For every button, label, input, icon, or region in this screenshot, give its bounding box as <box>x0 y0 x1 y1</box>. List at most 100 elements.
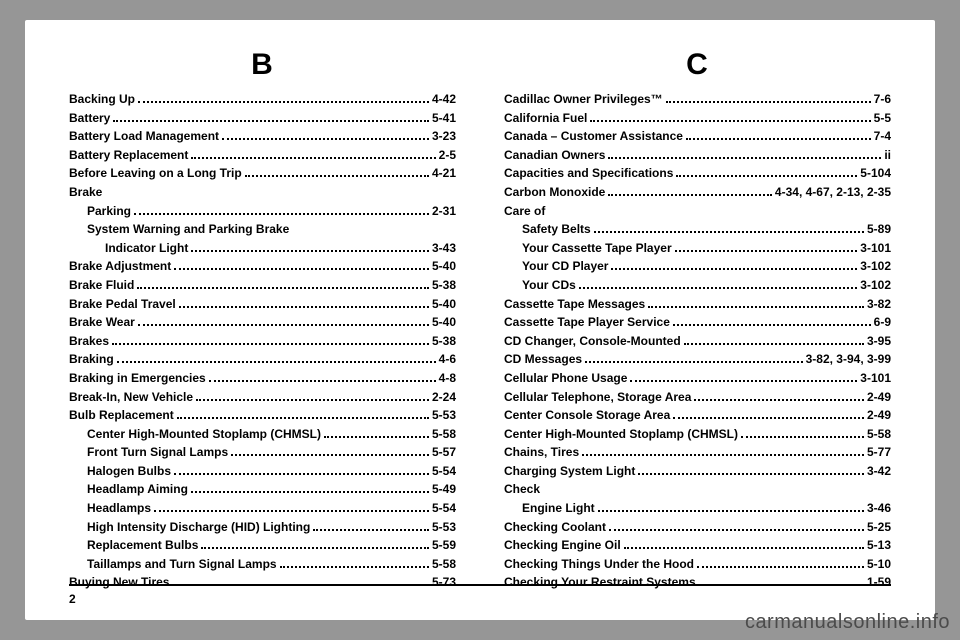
index-entry-page: 5-54 <box>432 499 456 518</box>
index-entry: Brake Wear5-40 <box>69 313 456 332</box>
leader-dots <box>675 245 858 252</box>
index-entry: Your CD Player3-102 <box>504 257 891 276</box>
index-entry-page: 5-40 <box>432 257 456 276</box>
index-entry-page: 5-57 <box>432 443 456 462</box>
index-entry: Checking Engine Oil5-13 <box>504 536 891 555</box>
leader-dots <box>673 413 864 420</box>
index-entry: Charging System Light 3-42 <box>504 462 891 481</box>
index-entry-label: CD Messages <box>504 350 582 369</box>
index-entry-page: 5-77 <box>867 443 891 462</box>
index-entry-label: Battery Load Management <box>69 127 219 146</box>
index-entry-label: Backing Up <box>69 90 135 109</box>
index-entry: Carbon Monoxide4-34, 4-67, 2-13, 2-35 <box>504 183 891 202</box>
index-entry-page: 3-102 <box>860 276 891 295</box>
index-entry: Parking2-31 <box>69 202 456 221</box>
index-entry-label: Cassette Tape Player Service <box>504 313 670 332</box>
index-entry-label: Checking Coolant <box>504 518 606 537</box>
index-entry: Brake Adjustment5-40 <box>69 257 456 276</box>
watermark: carmanualsonline.info <box>745 611 950 634</box>
index-entry-page: 5-58 <box>867 425 891 444</box>
index-entry-label: Center High-Mounted Stoplamp (CHMSL) <box>87 425 321 444</box>
leader-dots <box>684 338 864 345</box>
index-entry-label: Checking Things Under the Hood <box>504 555 694 574</box>
leader-dots <box>177 413 429 420</box>
entries-b: Backing Up4-42Battery5-41Battery Load Ma… <box>69 90 456 592</box>
leader-dots <box>630 375 857 382</box>
index-entry-label: Charging System Light <box>504 462 635 481</box>
index-entry: Indicator Light 3-43 <box>69 239 456 258</box>
leader-dots <box>313 524 429 531</box>
index-entry-label: Brake Fluid <box>69 276 134 295</box>
index-entry-page: 3-101 <box>860 239 891 258</box>
leader-dots <box>648 301 864 308</box>
index-entry: Front Turn Signal Lamps 5-57 <box>69 443 456 462</box>
index-entry-page: 6-9 <box>874 313 891 332</box>
index-entry-label: Braking <box>69 350 114 369</box>
index-entry: Battery Load Management3-23 <box>69 127 456 146</box>
leader-dots <box>324 431 429 438</box>
index-entry-label: High Intensity Discharge (HID) Lighting <box>87 518 310 537</box>
index-entry-label: Your Cassette Tape Player <box>522 239 672 258</box>
leader-dots <box>694 394 864 401</box>
column-c: C Cadillac Owner Privileges™7-6Californi… <box>504 48 891 592</box>
index-entry-page: 5-104 <box>860 164 891 183</box>
leader-dots <box>113 115 429 122</box>
index-entry-page: 3-101 <box>860 369 891 388</box>
index-entry-page: 5-41 <box>432 109 456 128</box>
index-entry-label: Center Console Storage Area <box>504 406 670 425</box>
index-entry: System Warning and Parking Brake <box>69 220 456 239</box>
index-entry-label: System Warning and Parking Brake <box>87 220 289 239</box>
index-entry-label: Center High-Mounted Stoplamp (CHMSL) <box>504 425 738 444</box>
leader-dots <box>245 171 429 178</box>
index-entry-label: Safety Belts <box>522 220 591 239</box>
page-number: 2 <box>69 592 76 606</box>
index-entry-label: Brake <box>69 183 102 202</box>
leader-dots <box>280 561 429 568</box>
index-entry: Canadian Ownersii <box>504 146 891 165</box>
index-entry-label: Cellular Telephone, Storage Area <box>504 388 691 407</box>
leader-dots <box>686 134 871 141</box>
index-entry-page: 4-34, 4-67, 2-13, 2-35 <box>775 183 891 202</box>
leader-dots <box>231 450 429 457</box>
index-entry-label: Buying New Tires <box>69 573 169 592</box>
index-entry-label: CD Changer, Console-Mounted <box>504 332 681 351</box>
index-entry-label: Battery Replacement <box>69 146 188 165</box>
index-entry-label: Indicator Light <box>105 239 188 258</box>
leader-dots <box>624 543 864 550</box>
section-letter-c: C <box>504 48 891 82</box>
index-entry-page: 5-54 <box>432 462 456 481</box>
index-entry: Your CDs3-102 <box>504 276 891 295</box>
leader-dots <box>137 282 429 289</box>
leader-dots <box>676 171 857 178</box>
index-entry-page: 3-43 <box>432 239 456 258</box>
leader-dots <box>191 152 435 159</box>
index-entry-page: 5-58 <box>432 555 456 574</box>
index-entry: Center Console Storage Area 2-49 <box>504 406 891 425</box>
leader-dots <box>582 450 864 457</box>
index-entry: Capacities and Specifications5-104 <box>504 164 891 183</box>
index-entry: Safety Belts5-89 <box>504 220 891 239</box>
entries-c: Cadillac Owner Privileges™7-6California … <box>504 90 891 592</box>
leader-dots <box>611 264 857 271</box>
index-entry-label: Headlamp Aiming <box>87 480 188 499</box>
index-entry: Checking Your Restraint Systems1-59 <box>504 573 891 592</box>
index-entry-page: 5-58 <box>432 425 456 444</box>
index-entry: Taillamps and Turn Signal Lamps5-58 <box>69 555 456 574</box>
index-entry: Brake Pedal Travel5-40 <box>69 295 456 314</box>
index-entry: Brakes5-38 <box>69 332 456 351</box>
index-entry-label: Checking Your Restraint Systems <box>504 573 696 592</box>
index-entry-page: 3-42 <box>867 462 891 481</box>
index-entry-page: 2-49 <box>867 406 891 425</box>
index-entry: Braking in Emergencies4-8 <box>69 369 456 388</box>
leader-dots <box>594 227 864 234</box>
index-entry-label: Replacement Bulbs <box>87 536 198 555</box>
index-entry-label: Check <box>504 480 540 499</box>
index-entry-label: Checking Engine Oil <box>504 536 621 555</box>
index-entry-label: Front Turn Signal Lamps <box>87 443 228 462</box>
index-entry: Battery Replacement2-5 <box>69 146 456 165</box>
leader-dots <box>117 357 436 364</box>
index-entry-label: Cadillac Owner Privileges™ <box>504 90 663 109</box>
index-entry: Engine Light3-46 <box>504 499 891 518</box>
leader-dots <box>638 468 864 475</box>
index-entry-label: California Fuel <box>504 109 587 128</box>
